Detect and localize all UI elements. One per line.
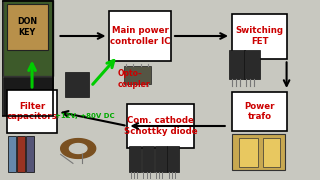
FancyBboxPatch shape	[263, 138, 280, 166]
Text: Main power
controller IC: Main power controller IC	[110, 26, 171, 46]
Text: Com. cathode
Schottky diode: Com. cathode Schottky diode	[124, 116, 198, 136]
Text: Power
trafo: Power trafo	[244, 102, 275, 121]
FancyBboxPatch shape	[129, 146, 141, 172]
FancyBboxPatch shape	[127, 104, 194, 148]
Text: DON
KEY: DON KEY	[17, 17, 37, 37]
Text: +12V, +80V DC: +12V, +80V DC	[55, 113, 114, 119]
FancyBboxPatch shape	[155, 146, 167, 172]
FancyBboxPatch shape	[7, 4, 48, 50]
FancyBboxPatch shape	[233, 92, 287, 131]
FancyBboxPatch shape	[244, 50, 260, 79]
FancyBboxPatch shape	[167, 146, 180, 172]
FancyBboxPatch shape	[4, 77, 53, 115]
FancyBboxPatch shape	[7, 90, 57, 133]
FancyBboxPatch shape	[239, 138, 258, 166]
FancyBboxPatch shape	[17, 136, 25, 172]
Polygon shape	[61, 139, 96, 158]
FancyBboxPatch shape	[233, 14, 287, 58]
FancyBboxPatch shape	[109, 11, 171, 61]
Text: Switching
FET: Switching FET	[236, 26, 284, 46]
Text: Filter
capacitors: Filter capacitors	[7, 102, 57, 121]
FancyBboxPatch shape	[26, 136, 34, 172]
FancyBboxPatch shape	[124, 66, 151, 84]
FancyBboxPatch shape	[4, 0, 53, 76]
FancyBboxPatch shape	[66, 72, 89, 97]
FancyBboxPatch shape	[142, 146, 154, 172]
Text: Opto–
coupler: Opto– coupler	[118, 69, 151, 89]
FancyBboxPatch shape	[229, 50, 245, 79]
FancyBboxPatch shape	[8, 136, 16, 172]
FancyBboxPatch shape	[233, 134, 285, 170]
Polygon shape	[69, 144, 87, 153]
